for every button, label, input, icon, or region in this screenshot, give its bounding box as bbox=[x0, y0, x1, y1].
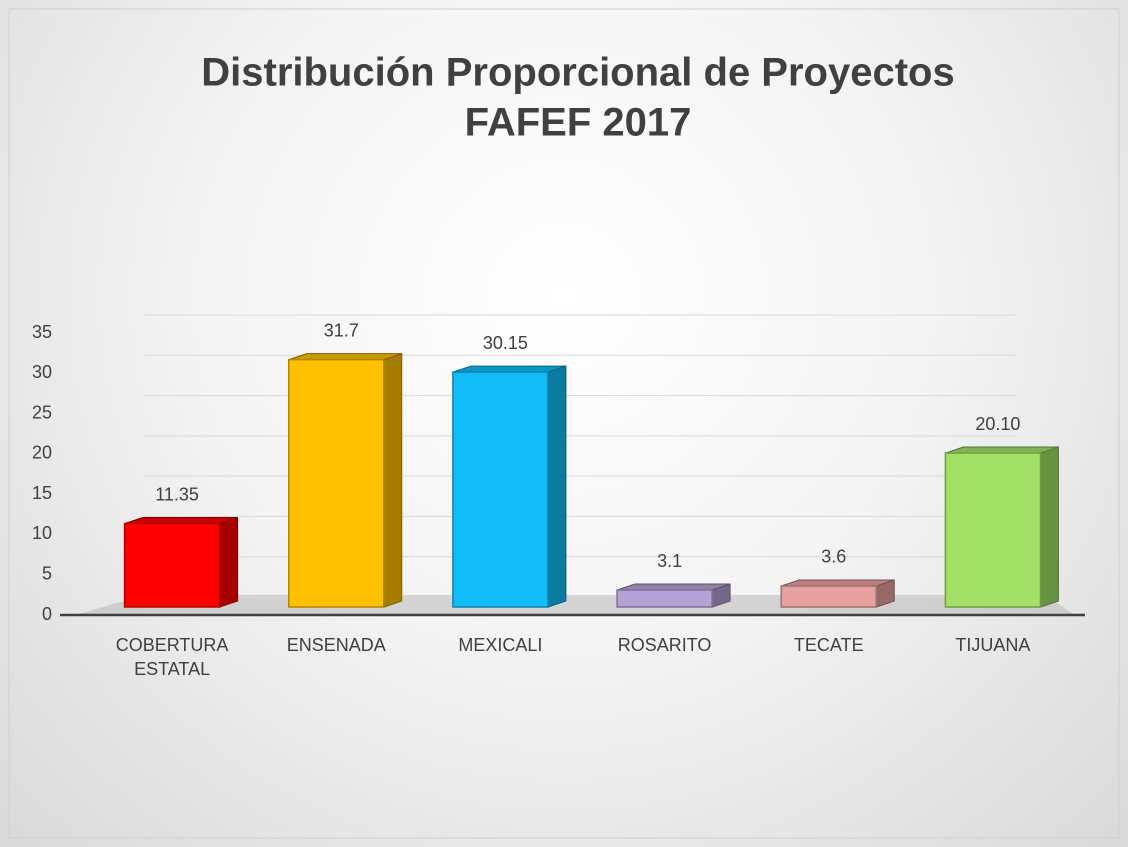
data-label: 20.10 bbox=[975, 414, 1020, 434]
y-tick-label: 0 bbox=[42, 604, 52, 624]
bar bbox=[452, 371, 549, 608]
frame bbox=[8, 8, 1120, 839]
data-label: 3.6 bbox=[821, 547, 846, 567]
x-tick-label: MEXICALI bbox=[458, 635, 543, 655]
bar-side bbox=[547, 365, 567, 608]
y-tick-label: 15 bbox=[32, 483, 52, 503]
y-tick-label: 35 bbox=[32, 322, 52, 342]
bar bbox=[123, 522, 221, 608]
x-tick-label: TIJUANA bbox=[955, 635, 1031, 655]
y-tick-label: 25 bbox=[32, 402, 52, 422]
bar-top bbox=[781, 579, 895, 587]
data-label: 11.35 bbox=[155, 484, 199, 504]
bar-top bbox=[452, 365, 567, 373]
bar-side bbox=[1039, 446, 1059, 608]
bar-top bbox=[124, 517, 238, 525]
bar-top bbox=[288, 353, 402, 361]
data-label: 3.1 bbox=[657, 551, 682, 571]
chart-title: Distribución Proporcional de Proyectos bbox=[201, 51, 954, 95]
bar-side bbox=[383, 352, 403, 608]
bar-side bbox=[219, 516, 239, 608]
bar bbox=[616, 589, 713, 608]
bar bbox=[288, 358, 385, 608]
data-label: 31.7 bbox=[324, 320, 359, 340]
x-tick-label: TECATE bbox=[793, 635, 864, 655]
y-tick-label: 30 bbox=[32, 362, 52, 382]
bar-top bbox=[945, 446, 1059, 454]
y-tick-label: 20 bbox=[32, 443, 52, 463]
chart-title: FAFEF 2017 bbox=[465, 101, 692, 145]
y-tick-label: 10 bbox=[32, 523, 52, 543]
bar bbox=[780, 585, 877, 608]
bar-top bbox=[616, 583, 731, 591]
data-label: 30.15 bbox=[483, 333, 528, 353]
bar bbox=[944, 452, 1042, 608]
x-tick-label: ENSENADA bbox=[286, 635, 386, 655]
x-tick-label: COBERTURA ESTATAL bbox=[115, 635, 229, 679]
y-tick-label: 5 bbox=[42, 563, 52, 583]
x-tick-label: ROSARITO bbox=[617, 635, 712, 655]
